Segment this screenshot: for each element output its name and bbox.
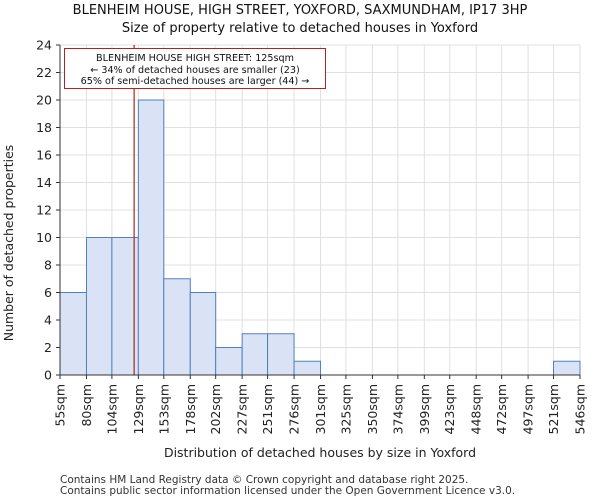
x-tick-label: 202sqm: [208, 384, 223, 434]
y-tick-label: 14: [36, 175, 52, 190]
x-tick-label: 374sqm: [390, 384, 405, 434]
chart-title-line2: Size of property relative to detached ho…: [121, 21, 479, 36]
x-tick-label: 178sqm: [183, 384, 198, 434]
y-tick-label: 4: [44, 313, 52, 328]
y-tick-label: 10: [36, 230, 52, 245]
x-tick-label: 325sqm: [338, 384, 353, 434]
bar-227sqm: [241, 333, 269, 376]
x-tick-label: 55sqm: [53, 384, 68, 427]
bar-153sqm: [163, 278, 191, 376]
x-tick-label: 227sqm: [235, 384, 250, 434]
y-tick-label: 16: [36, 148, 52, 163]
bar-276sqm: [293, 360, 322, 376]
annotation-line2: ← 34% of detached houses are smaller (23…: [90, 64, 300, 76]
y-tick-label: 0: [44, 368, 52, 383]
annotation-box: BLENHEIM HOUSE HIGH STREET: 125sqm ← 34%…: [64, 48, 326, 89]
annotation-line3: 65% of semi-detached houses are larger (…: [80, 76, 310, 87]
x-tick-label: 350sqm: [365, 384, 380, 434]
attribution-line2: Contains public sector information licen…: [60, 485, 516, 497]
x-tick-label: 251sqm: [260, 384, 275, 434]
x-tick-label: 472sqm: [494, 384, 509, 434]
y-tick-label: 24: [36, 38, 52, 53]
bar-55sqm: [59, 292, 87, 376]
bar-521sqm: [553, 360, 581, 376]
x-tick-label: 80sqm: [79, 384, 94, 427]
bars: [59, 99, 581, 376]
bar-129sqm: [137, 99, 165, 376]
bar-202sqm: [215, 347, 243, 376]
axes: [56, 44, 581, 379]
y-tick-label: 2: [44, 340, 52, 355]
attribution-line1: Contains HM Land Registry data © Crown c…: [60, 474, 469, 486]
y-axis-label: Number of detached properties: [1, 145, 16, 342]
y-tick-label: 12: [36, 203, 52, 218]
x-tick-label: 276sqm: [287, 384, 302, 434]
y-tick-label: 18: [36, 120, 52, 135]
x-tick-label: 546sqm: [573, 384, 588, 434]
x-tick-label: 301sqm: [313, 384, 328, 434]
x-axis-label: Distribution of detached houses by size …: [164, 445, 476, 460]
x-tick-label: 399sqm: [417, 384, 432, 434]
x-tick-label: 153sqm: [156, 384, 171, 434]
annotation-line1: BLENHEIM HOUSE HIGH STREET: 125sqm: [96, 53, 294, 64]
x-tick-label: 448sqm: [469, 384, 484, 434]
y-tick-label: 6: [44, 285, 52, 300]
y-tick-label: 20: [36, 93, 52, 108]
chart-title-line1: BLENHEIM HOUSE, HIGH STREET, YOXFORD, SA…: [72, 3, 528, 18]
x-tick-label: 129sqm: [131, 384, 146, 434]
bar-80sqm: [85, 237, 113, 376]
bar-178sqm: [189, 292, 217, 376]
x-tick-label: 521sqm: [546, 384, 561, 434]
y-tick-label: 22: [36, 65, 52, 80]
x-tick-label: 497sqm: [521, 384, 536, 434]
bar-251sqm: [267, 333, 295, 376]
y-tick-label: 8: [44, 258, 52, 273]
x-tick-label: 423sqm: [442, 384, 457, 434]
x-tick-labels: 55sqm 80sqm 104sqm 129sqm 153sqm 178sqm 202sqm…: [53, 384, 588, 434]
x-tick-label: 104sqm: [104, 384, 119, 434]
